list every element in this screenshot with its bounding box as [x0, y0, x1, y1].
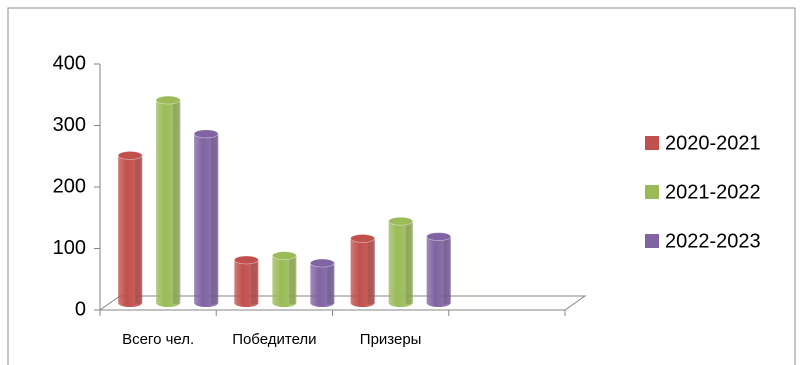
bar-body — [350, 238, 375, 307]
bar-top — [271, 251, 297, 261]
y-tick-label: 300 — [53, 114, 86, 136]
bar-body — [194, 133, 219, 307]
bar — [117, 150, 143, 307]
bar-top — [388, 216, 414, 226]
bar-body — [388, 221, 413, 307]
bar — [233, 255, 259, 307]
x-tick-label: Призеры — [360, 331, 422, 348]
y-tick-label: 200 — [53, 175, 86, 197]
bar — [426, 232, 452, 307]
legend-swatch — [645, 136, 659, 150]
bar-body — [426, 236, 451, 307]
bar-body — [118, 155, 143, 307]
bar-top — [233, 255, 259, 265]
y-tick-label: 400 — [53, 52, 86, 74]
legend-swatch — [645, 234, 659, 248]
bar-top — [426, 232, 452, 241]
x-tick-label: Всего чел. — [122, 331, 194, 348]
bar-top — [117, 150, 143, 160]
legend-label: 2020-2021 — [665, 132, 761, 154]
bar — [309, 258, 335, 307]
bar-body — [156, 100, 181, 307]
bar — [155, 95, 181, 307]
bar-body — [234, 259, 259, 307]
legend-label: 2021-2022 — [665, 181, 761, 203]
x-tick-label: Победители — [232, 331, 316, 348]
bar-top — [193, 129, 219, 139]
bar-top — [155, 95, 181, 105]
bar — [350, 234, 376, 307]
bar-top — [309, 258, 335, 268]
y-tick-label: 0 — [75, 298, 86, 320]
bar-top — [350, 234, 376, 243]
floor — [98, 295, 587, 311]
y-tick-label: 100 — [53, 237, 86, 259]
legend-label: 2022-2023 — [665, 230, 761, 252]
bar-body — [310, 263, 335, 307]
bar — [388, 216, 414, 307]
legend-swatch — [645, 185, 659, 199]
bar — [271, 251, 297, 307]
bar-body — [272, 255, 297, 307]
bar — [193, 129, 219, 307]
